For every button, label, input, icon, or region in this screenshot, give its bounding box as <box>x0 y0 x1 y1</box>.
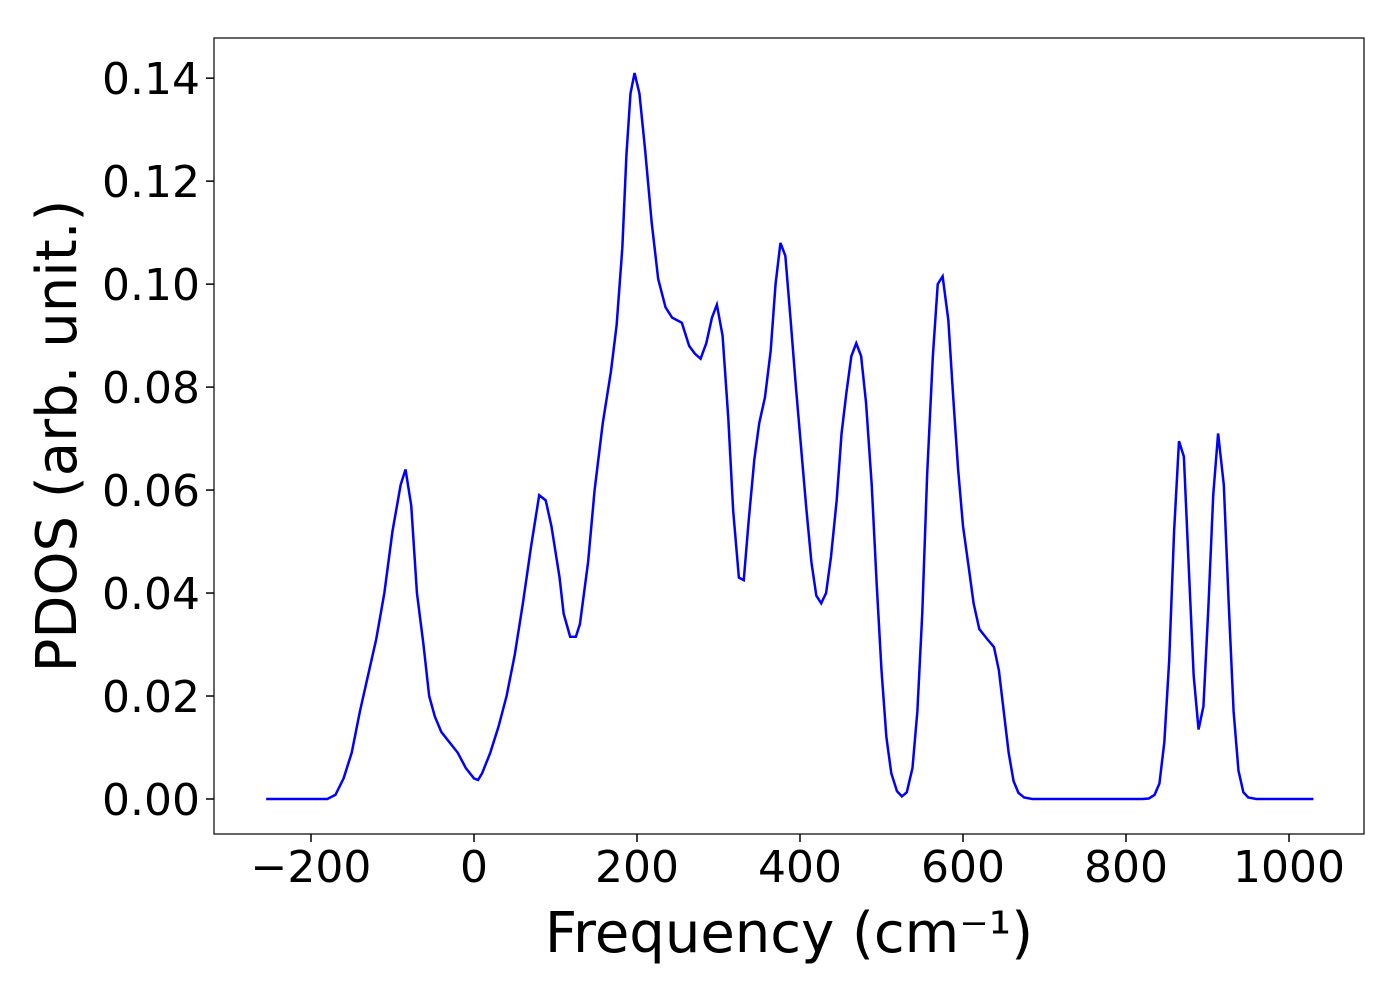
y-tick-label: 0.06 <box>102 466 200 517</box>
x-tick-label: 400 <box>758 842 842 893</box>
plot-frame <box>213 37 1365 835</box>
y-tick-label: 0.02 <box>102 672 200 723</box>
y-tick-label: 0.00 <box>102 775 200 826</box>
x-tick-label: −200 <box>251 842 372 893</box>
y-tick-label: 0.12 <box>102 157 200 208</box>
data-line <box>266 72 1314 801</box>
y-tick-label: 0.08 <box>102 363 200 414</box>
x-tick-label: 1000 <box>1233 842 1345 893</box>
y-tick-label: 0.10 <box>102 260 200 311</box>
y-tick-label: 0.04 <box>102 569 200 620</box>
x-tick-label: 800 <box>1084 842 1168 893</box>
y-axis-label: PDOS (arb. unit.) <box>25 200 90 673</box>
x-tick-label: 0 <box>460 842 488 893</box>
x-tick-label: 200 <box>595 842 679 893</box>
y-tick-label: 0.14 <box>102 54 200 105</box>
x-tick-label: 600 <box>921 842 1005 893</box>
x-axis-label: Frequency (cm⁻¹) <box>545 901 1033 966</box>
